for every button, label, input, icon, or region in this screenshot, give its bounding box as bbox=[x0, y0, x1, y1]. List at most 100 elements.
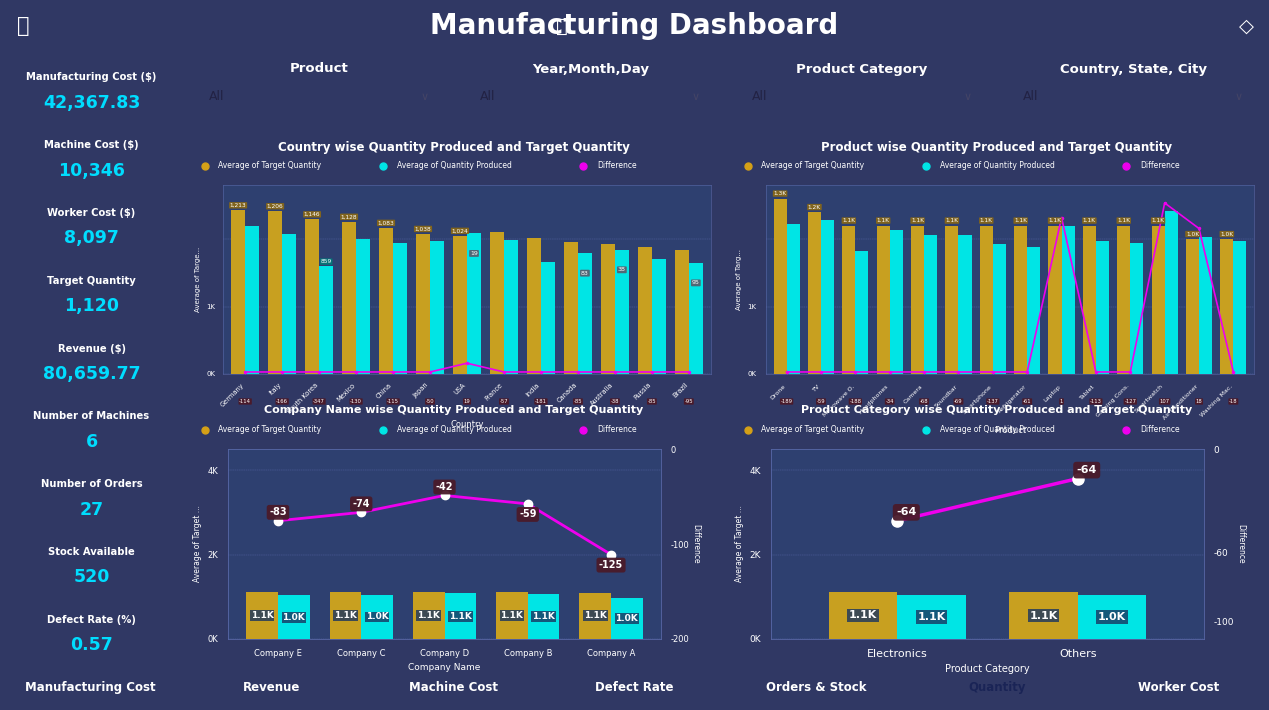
Bar bbox=[1048, 226, 1062, 374]
Text: 80,659.77: 80,659.77 bbox=[43, 365, 141, 383]
Text: 1,024: 1,024 bbox=[452, 229, 468, 234]
Text: -59: -59 bbox=[519, 510, 537, 520]
Text: 0.57: 0.57 bbox=[70, 636, 113, 654]
Bar bbox=[689, 263, 703, 374]
Text: Number of Machines: Number of Machines bbox=[33, 411, 150, 421]
Text: -69: -69 bbox=[954, 399, 963, 404]
Text: Average of Target Quantity: Average of Target Quantity bbox=[218, 425, 321, 435]
Bar bbox=[379, 228, 393, 374]
Bar bbox=[343, 222, 357, 374]
Y-axis label: Average of Target ...: Average of Target ... bbox=[735, 506, 744, 582]
Text: Worker Cost: Worker Cost bbox=[1138, 681, 1220, 694]
Bar bbox=[467, 233, 481, 374]
Bar bbox=[787, 224, 799, 374]
Text: 1.1K: 1.1K bbox=[1048, 218, 1062, 223]
X-axis label: Product: Product bbox=[994, 426, 1027, 435]
Text: All: All bbox=[481, 90, 496, 104]
Bar bbox=[1199, 236, 1212, 374]
Bar bbox=[1082, 226, 1096, 374]
Text: -68: -68 bbox=[920, 399, 929, 404]
Bar bbox=[231, 210, 245, 374]
Bar bbox=[1062, 226, 1075, 374]
Text: Difference: Difference bbox=[1140, 161, 1179, 170]
Text: -85: -85 bbox=[647, 399, 656, 404]
Text: 1.1K: 1.1K bbox=[334, 611, 357, 620]
Bar bbox=[1187, 239, 1199, 374]
Text: 520: 520 bbox=[74, 569, 109, 586]
Text: 1.1K: 1.1K bbox=[532, 612, 555, 621]
Text: Defect Rate (%): Defect Rate (%) bbox=[47, 615, 136, 625]
Text: ⓘ: ⓘ bbox=[16, 16, 29, 36]
Text: 🤖: 🤖 bbox=[556, 16, 569, 36]
Text: -347: -347 bbox=[313, 399, 325, 404]
Text: 1.0K: 1.0K bbox=[283, 613, 305, 622]
Bar bbox=[278, 595, 310, 639]
Text: -64: -64 bbox=[1076, 465, 1096, 475]
X-axis label: Country: Country bbox=[450, 420, 483, 429]
Text: 95: 95 bbox=[692, 280, 699, 285]
Bar bbox=[843, 226, 855, 374]
Text: Difference: Difference bbox=[1140, 425, 1179, 435]
Text: 1.1K: 1.1K bbox=[911, 218, 924, 223]
Bar bbox=[527, 238, 541, 374]
Text: 1.0K: 1.0K bbox=[1098, 612, 1126, 622]
Text: 6: 6 bbox=[85, 433, 98, 451]
Bar bbox=[330, 591, 362, 639]
Text: 18: 18 bbox=[1195, 399, 1203, 404]
Text: Year,Month,Day: Year,Month,Day bbox=[532, 62, 648, 75]
Text: Product: Product bbox=[289, 62, 348, 75]
Text: ∨: ∨ bbox=[420, 92, 429, 102]
Text: 1.1K: 1.1K bbox=[584, 611, 607, 621]
Text: Average of Target Quantity: Average of Target Quantity bbox=[218, 161, 321, 170]
Bar bbox=[541, 262, 555, 374]
Text: Manufacturing Dashboard: Manufacturing Dashboard bbox=[430, 12, 839, 40]
Text: -127: -127 bbox=[1124, 399, 1136, 404]
Text: All: All bbox=[209, 90, 225, 104]
Bar bbox=[980, 226, 992, 374]
Text: ◇: ◇ bbox=[1239, 16, 1254, 36]
X-axis label: Company Name: Company Name bbox=[409, 663, 481, 672]
Text: Machine Cost: Machine Cost bbox=[409, 681, 497, 694]
Text: 1.1K: 1.1K bbox=[1152, 218, 1165, 223]
Bar bbox=[319, 266, 334, 374]
Bar bbox=[563, 241, 577, 374]
Bar bbox=[1221, 239, 1233, 374]
Bar bbox=[393, 244, 407, 374]
Text: -83: -83 bbox=[269, 508, 287, 518]
Text: 1.1K: 1.1K bbox=[500, 611, 523, 620]
Text: Difference: Difference bbox=[596, 161, 637, 170]
Bar bbox=[577, 253, 591, 374]
Text: 1.1K: 1.1K bbox=[917, 612, 945, 622]
Text: Revenue ($): Revenue ($) bbox=[57, 344, 126, 354]
Bar bbox=[897, 595, 966, 639]
Text: Manufacturing Cost ($): Manufacturing Cost ($) bbox=[27, 72, 156, 82]
Bar bbox=[615, 249, 629, 374]
Text: 1.2K: 1.2K bbox=[808, 204, 821, 209]
Text: -113: -113 bbox=[1090, 399, 1101, 404]
Text: Target Quantity: Target Quantity bbox=[47, 275, 136, 285]
Text: All: All bbox=[1023, 90, 1039, 104]
Text: 1.1K: 1.1K bbox=[843, 218, 855, 223]
Bar bbox=[268, 211, 282, 374]
Text: Country wise Quantity Produced and Target Quantity: Country wise Quantity Produced and Targe… bbox=[278, 141, 629, 154]
Text: 1.1K: 1.1K bbox=[1029, 611, 1057, 621]
Bar bbox=[490, 232, 504, 374]
Text: 38: 38 bbox=[618, 267, 626, 272]
X-axis label: Product Category: Product Category bbox=[945, 665, 1030, 674]
Y-axis label: Difference: Difference bbox=[692, 524, 700, 564]
Text: -114: -114 bbox=[239, 399, 251, 404]
Text: -115: -115 bbox=[387, 399, 398, 404]
Text: Defect Rate: Defect Rate bbox=[595, 681, 674, 694]
Text: 1.0K: 1.0K bbox=[1221, 231, 1233, 236]
Bar bbox=[924, 235, 937, 374]
Text: Product Category wise Quantity Produced and Target Quantity: Product Category wise Quantity Produced … bbox=[801, 405, 1192, 415]
Text: -85: -85 bbox=[574, 399, 582, 404]
Text: -188: -188 bbox=[849, 399, 862, 404]
Text: -50: -50 bbox=[425, 399, 434, 404]
Bar bbox=[1014, 226, 1027, 374]
Text: Average of Quantity Produced: Average of Quantity Produced bbox=[940, 161, 1055, 170]
Bar bbox=[675, 250, 689, 374]
Bar bbox=[305, 219, 319, 374]
Text: Revenue: Revenue bbox=[244, 681, 301, 694]
Y-axis label: Average of Targ...: Average of Targ... bbox=[736, 249, 741, 310]
